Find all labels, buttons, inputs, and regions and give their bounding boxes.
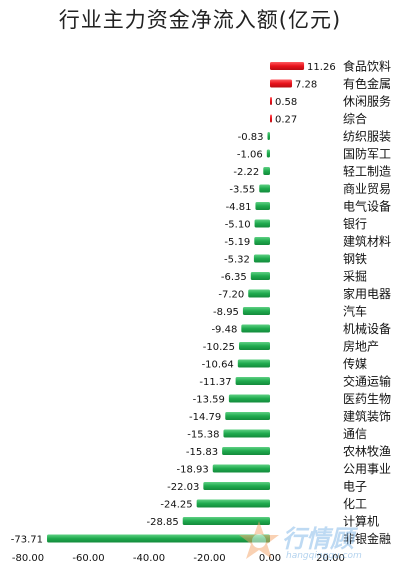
value-label-2: 7.28 [295, 80, 317, 91]
bar-16 [241, 324, 270, 333]
value-label-22: -15.38 [187, 430, 219, 441]
bar-15 [242, 307, 270, 315]
watermark-logo-icon [239, 521, 279, 559]
value-label-21: -14.79 [189, 412, 221, 423]
value-label-26: -24.25 [160, 500, 192, 511]
category-label-20: 医药生物 [343, 392, 391, 406]
category-label-5: 纺织服装 [343, 130, 391, 144]
watermark-text: 行情顾 [282, 525, 354, 553]
x-tick-label-3: -40.00 [133, 553, 165, 564]
watermark: 行情顾 hangqinggu.com [236, 519, 386, 569]
value-label-17: -10.25 [203, 342, 235, 353]
bar-13 [250, 272, 270, 280]
bar-19 [235, 377, 270, 385]
bar-23 [222, 447, 270, 455]
category-label-28: 非银金融 [343, 531, 391, 546]
category-label-22: 通信 [343, 427, 367, 441]
bar-10 [254, 219, 270, 228]
value-label-3: 0.58 [275, 97, 297, 108]
bar-18 [237, 359, 270, 368]
x-tick-label-6: 20.00 [316, 553, 345, 564]
value-label-20: -13.59 [193, 395, 225, 406]
value-label-19: -11.37 [199, 377, 231, 388]
value-label-27: -28.85 [146, 517, 178, 528]
bar-20 [228, 394, 270, 403]
value-label-10: -5.10 [225, 220, 251, 231]
x-tick-label-2: -60.00 [72, 553, 104, 564]
value-label-23: -15.83 [186, 447, 218, 458]
value-label-5: -0.83 [238, 132, 264, 143]
category-label-16: 机械设备 [343, 321, 391, 336]
category-label-3: 休闲服务 [343, 94, 391, 109]
category-label-2: 有色金属 [343, 76, 391, 91]
value-label-6: -1.06 [237, 150, 263, 161]
value-label-14: -7.20 [218, 290, 244, 301]
category-label-19: 交通运输 [343, 374, 391, 389]
bar-2 [270, 79, 293, 88]
value-label-28: -73.71 [11, 535, 43, 546]
bar-27 [182, 517, 270, 525]
chart-title: 行业主力资金净流入额(亿元) [58, 8, 342, 32]
x-tick-label-4: -20.00 [193, 553, 225, 564]
bar-11 [254, 237, 270, 245]
bar-21 [225, 412, 270, 420]
bar-1 [270, 62, 305, 70]
bar-14 [248, 289, 270, 298]
bar-25 [203, 482, 270, 490]
category-label-12: 钢铁 [343, 252, 367, 266]
bar-6 [266, 149, 270, 158]
bar-24 [212, 464, 270, 473]
watermark-url: hangqinggu.com [286, 551, 362, 561]
category-label-1: 食品饮料 [343, 59, 391, 74]
bar-28 [47, 534, 270, 543]
category-label-25: 电子 [343, 480, 367, 494]
bar-3 [270, 97, 272, 105]
category-label-9: 电气设备 [343, 199, 391, 214]
category-label-13: 采掘 [343, 269, 367, 284]
value-label-15: -8.95 [213, 307, 239, 318]
x-tick-label-1: -80.00 [12, 553, 44, 564]
category-label-21: 建筑装饰 [343, 409, 391, 424]
bar-7 [263, 167, 270, 175]
bar-17 [238, 342, 270, 350]
bar-5 [267, 132, 270, 140]
value-label-9: -4.81 [226, 202, 252, 213]
value-label-11: -5.19 [224, 237, 250, 248]
bar-26 [196, 499, 270, 508]
value-label-1: 11.26 [307, 62, 336, 73]
value-label-24: -18.93 [176, 465, 208, 476]
bar-22 [223, 429, 270, 438]
category-label-14: 家用电器 [343, 286, 391, 301]
bar-8 [259, 184, 270, 193]
category-label-6: 国防军工 [343, 146, 391, 161]
category-label-11: 建筑材料 [343, 234, 391, 249]
value-label-4: 0.27 [275, 115, 297, 126]
bar-9 [255, 202, 270, 210]
category-label-8: 商业贸易 [343, 181, 391, 196]
category-label-7: 轻工制造 [343, 165, 391, 179]
value-label-8: -3.55 [229, 185, 255, 196]
value-label-16: -9.48 [211, 325, 237, 336]
category-label-27: 计算机 [343, 514, 379, 529]
category-label-26: 化工 [343, 497, 367, 511]
bar-12 [253, 254, 270, 263]
category-label-4: 综合 [343, 111, 367, 126]
value-label-13: -6.35 [221, 272, 247, 283]
category-label-23: 农林牧渔 [343, 445, 391, 459]
value-label-12: -5.32 [224, 255, 250, 266]
category-label-17: 房地产 [343, 339, 379, 354]
category-label-10: 银行 [343, 217, 367, 231]
category-label-18: 传媒 [343, 356, 367, 371]
value-label-7: -2.22 [233, 167, 259, 178]
category-label-24: 公用事业 [343, 462, 391, 476]
x-tick-label-5: 0.00 [259, 553, 281, 564]
bar-4 [270, 114, 272, 123]
value-label-25: -22.03 [167, 482, 199, 493]
category-label-15: 汽车 [343, 304, 367, 319]
value-label-18: -10.64 [202, 360, 234, 371]
